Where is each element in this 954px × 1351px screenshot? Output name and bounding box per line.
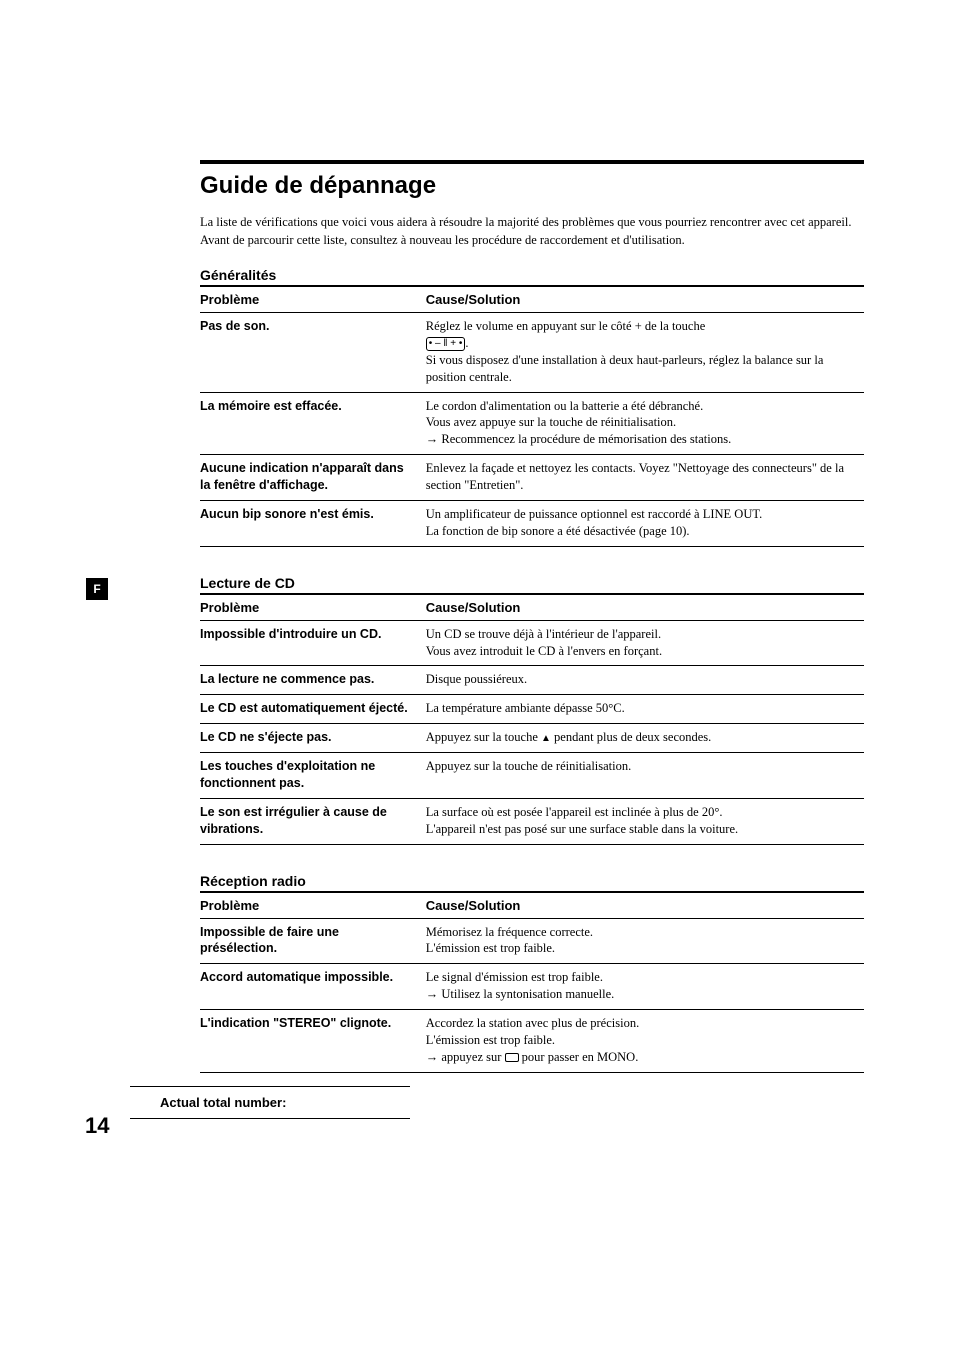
table-row: L'indication "STEREO" clignote. Accordez… bbox=[200, 1010, 864, 1073]
solution-text: Le cordon d'alimentation ou la batterie … bbox=[426, 399, 703, 413]
section-title-lecture-cd: Lecture de CD bbox=[200, 575, 864, 591]
solution-cell: Le cordon d'alimentation ou la batterie … bbox=[426, 392, 864, 455]
problem-cell: Le CD est automatiquement éjecté. bbox=[200, 695, 426, 724]
title-rule bbox=[200, 160, 864, 164]
problem-cell: Impossible d'introduire un CD. bbox=[200, 620, 426, 666]
solution-text: Vous avez introduit le CD à l'envers en … bbox=[426, 644, 662, 658]
col-header-problem: Problème bbox=[200, 594, 426, 621]
solution-cell: Appuyez sur la touche pendant plus de de… bbox=[426, 724, 864, 753]
problem-cell: Le son est irrégulier à cause de vibrati… bbox=[200, 798, 426, 844]
solution-text: Réglez le volume en appuyant sur le côté… bbox=[426, 319, 706, 333]
solution-cell: Appuyez sur la touche de réinitialisatio… bbox=[426, 753, 864, 799]
col-header-cause: Cause/Solution bbox=[426, 892, 864, 919]
solution-text: L'émission est trop faible. bbox=[426, 1033, 555, 1047]
solution-text: Si vous disposez d'une installation à de… bbox=[426, 353, 824, 384]
solution-text: appuyez sur bbox=[441, 1050, 504, 1064]
solution-text: Mémorisez la fréquence correcte. bbox=[426, 925, 593, 939]
solution-cell: Le signal d'émission est trop faible. Ut… bbox=[426, 964, 864, 1010]
intro-line-2: Avant de parcourir cette liste, consulte… bbox=[200, 233, 685, 247]
table-row: Pas de son. Réglez le volume en appuyant… bbox=[200, 313, 864, 393]
solution-cell: Enlevez la façade et nettoyez les contac… bbox=[426, 455, 864, 501]
solution-cell: Un amplificateur de puissance optionnel … bbox=[426, 500, 864, 546]
solution-text: Un CD se trouve déjà à l'intérieur de l'… bbox=[426, 627, 661, 641]
table-lecture-cd: Problème Cause/Solution Impossible d'int… bbox=[200, 593, 864, 845]
solution-text: Vous avez appuye sur la touche de réinit… bbox=[426, 415, 676, 429]
solution-cell: La surface où est posée l'appareil est i… bbox=[426, 798, 864, 844]
intro-text: La liste de vérifications que voici vous… bbox=[200, 214, 864, 249]
solution-cell: Mémorisez la fréquence correcte. L'émiss… bbox=[426, 918, 864, 964]
solution-cell: Un CD se trouve déjà à l'intérieur de l'… bbox=[426, 620, 864, 666]
col-header-cause: Cause/Solution bbox=[426, 594, 864, 621]
table-row: Les touches d'exploitation ne fonctionne… bbox=[200, 753, 864, 799]
solution-text: Utilisez la syntonisation manuelle. bbox=[441, 987, 614, 1001]
col-header-cause: Cause/Solution bbox=[426, 286, 864, 313]
table-row: La mémoire est effacée. Le cordon d'alim… bbox=[200, 392, 864, 455]
table-row: Impossible de faire une présélection. Mé… bbox=[200, 918, 864, 964]
problem-cell: Aucune indication n'apparaît dans la fen… bbox=[200, 455, 426, 501]
problem-cell: Aucun bip sonore n'est émis. bbox=[200, 500, 426, 546]
solution-text: . bbox=[465, 336, 468, 350]
problem-cell: L'indication "STEREO" clignote. bbox=[200, 1010, 426, 1073]
page-content: Guide de dépannage La liste de vérificat… bbox=[0, 0, 954, 1179]
solution-text: Le signal d'émission est trop faible. bbox=[426, 970, 603, 984]
table-row: Accord automatique impossible. Le signal… bbox=[200, 964, 864, 1010]
volume-button-icon: • – ‖ + • bbox=[426, 337, 466, 351]
solution-text: L'appareil n'est pas posé sur une surfac… bbox=[426, 822, 738, 836]
table-reception-radio: Problème Cause/Solution Impossible de fa… bbox=[200, 891, 864, 1073]
table-row: Impossible d'introduire un CD. Un CD se … bbox=[200, 620, 864, 666]
section-title-generalites: Généralités bbox=[200, 267, 864, 283]
problem-cell: Impossible de faire une présélection. bbox=[200, 918, 426, 964]
problem-cell: Le CD ne s'éjecte pas. bbox=[200, 724, 426, 753]
solution-text: Recommencez la procédure de mémorisation… bbox=[441, 432, 731, 446]
footer-label: Actual total number: bbox=[130, 1086, 410, 1119]
table-row: Le son est irrégulier à cause de vibrati… bbox=[200, 798, 864, 844]
intro-line-1: La liste de vérifications que voici vous… bbox=[200, 215, 851, 229]
solution-cell: Accordez la station avec plus de précisi… bbox=[426, 1010, 864, 1073]
table-row: La lecture ne commence pas. Disque pouss… bbox=[200, 666, 864, 695]
table-row: Aucune indication n'apparaît dans la fen… bbox=[200, 455, 864, 501]
problem-cell: Pas de son. bbox=[200, 313, 426, 393]
col-header-problem: Problème bbox=[200, 892, 426, 919]
solution-text: La fonction de bip sonore a été désactiv… bbox=[426, 524, 690, 538]
table-row: Aucun bip sonore n'est émis. Un amplific… bbox=[200, 500, 864, 546]
table-generalites: Problème Cause/Solution Pas de son. Régl… bbox=[200, 285, 864, 547]
problem-cell: La mémoire est effacée. bbox=[200, 392, 426, 455]
solution-cell: Disque poussiéreux. bbox=[426, 666, 864, 695]
section-title-reception-radio: Réception radio bbox=[200, 873, 864, 889]
language-tab: F bbox=[86, 578, 108, 600]
col-header-problem: Problème bbox=[200, 286, 426, 313]
arrow-icon bbox=[426, 1050, 442, 1064]
solution-text: pendant plus de deux secondes. bbox=[551, 730, 711, 744]
problem-cell: Les touches d'exploitation ne fonctionne… bbox=[200, 753, 426, 799]
solution-text: La surface où est posée l'appareil est i… bbox=[426, 805, 723, 819]
problem-cell: La lecture ne commence pas. bbox=[200, 666, 426, 695]
solution-text: Appuyez sur la touche bbox=[426, 730, 541, 744]
arrow-icon bbox=[426, 987, 442, 1001]
mono-button-icon bbox=[505, 1053, 519, 1062]
solution-cell: La température ambiante dépasse 50°C. bbox=[426, 695, 864, 724]
page-title: Guide de dépannage bbox=[200, 172, 864, 200]
solution-cell: Réglez le volume en appuyant sur le côté… bbox=[426, 313, 864, 393]
solution-text: Un amplificateur de puissance optionnel … bbox=[426, 507, 762, 521]
arrow-icon bbox=[426, 432, 442, 446]
table-row: Le CD est automatiquement éjecté. La tem… bbox=[200, 695, 864, 724]
solution-text: L'émission est trop faible. bbox=[426, 941, 555, 955]
table-row: Le CD ne s'éjecte pas. Appuyez sur la to… bbox=[200, 724, 864, 753]
problem-cell: Accord automatique impossible. bbox=[200, 964, 426, 1010]
solution-text: Accordez la station avec plus de précisi… bbox=[426, 1016, 639, 1030]
solution-text: pour passer en MONO. bbox=[519, 1050, 639, 1064]
eject-icon bbox=[541, 730, 551, 744]
